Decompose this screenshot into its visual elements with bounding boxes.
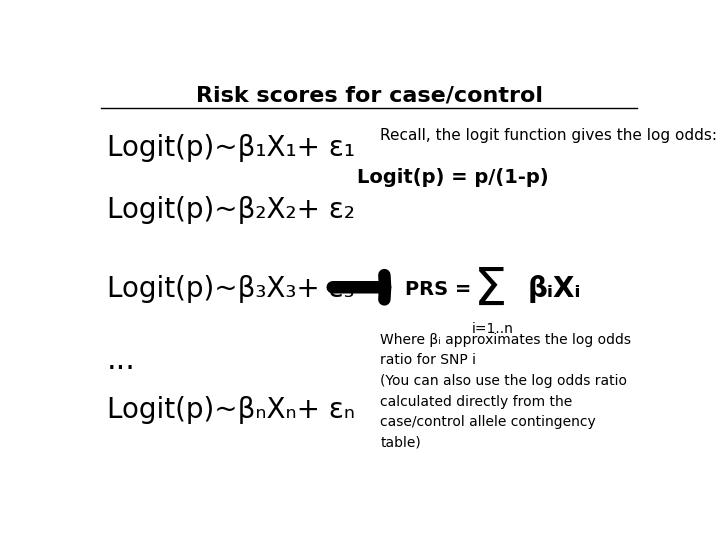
Text: Logit(p)~β₁X₁+ ε₁: Logit(p)~β₁X₁+ ε₁ — [107, 134, 355, 162]
Text: Logit(p) = p/(1-p): Logit(p) = p/(1-p) — [357, 167, 549, 186]
Text: PRS =: PRS = — [405, 280, 478, 299]
Text: Logit(p)~β₂X₂+ ε₂: Logit(p)~β₂X₂+ ε₂ — [107, 197, 355, 224]
Text: Recall, the logit function gives the log odds:: Recall, the logit function gives the log… — [380, 128, 717, 143]
Text: Where βᵢ approximates the log odds
ratio for SNP i
(You can also use the log odd: Where βᵢ approximates the log odds ratio… — [380, 333, 631, 450]
Text: Logit(p)~β₃X₃+ ε₃: Logit(p)~β₃X₃+ ε₃ — [107, 275, 354, 303]
Text: ...: ... — [107, 346, 135, 375]
Text: i=1..n: i=1..n — [472, 322, 514, 336]
Text: $\Sigma$: $\Sigma$ — [473, 266, 505, 318]
Text: Logit(p)~βₙXₙ+ εₙ: Logit(p)~βₙXₙ+ εₙ — [107, 396, 355, 424]
Text: βᵢXᵢ: βᵢXᵢ — [528, 275, 582, 303]
Text: Risk scores for case/control: Risk scores for case/control — [196, 85, 542, 106]
